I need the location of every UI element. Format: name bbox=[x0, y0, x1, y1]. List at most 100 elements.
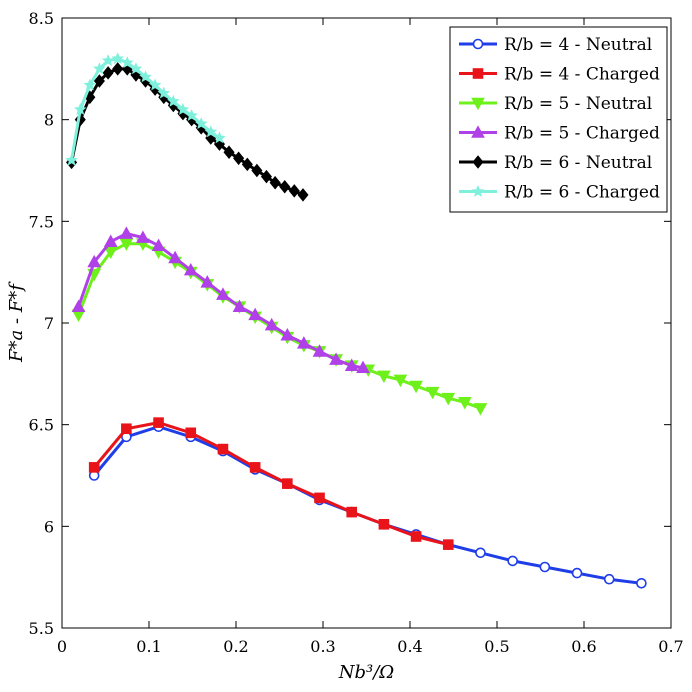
data-point bbox=[112, 62, 124, 76]
data-point bbox=[136, 230, 150, 243]
data-point bbox=[297, 336, 311, 349]
data-point bbox=[168, 250, 182, 264]
legend-label: R/b = 6 - Neutral bbox=[504, 153, 652, 173]
data-point bbox=[139, 70, 152, 83]
data-point bbox=[233, 151, 245, 166]
data-point bbox=[356, 360, 370, 374]
legend-label: R/b = 4 - Neutral bbox=[504, 35, 652, 55]
legend-swatch-marker bbox=[471, 125, 485, 138]
y-tick-label: 7 bbox=[44, 314, 54, 333]
data-point bbox=[377, 370, 391, 384]
data-point bbox=[65, 153, 78, 166]
series-2 bbox=[88, 417, 454, 550]
data-point bbox=[101, 54, 115, 67]
data-point bbox=[153, 417, 164, 428]
data-point bbox=[475, 547, 486, 559]
legend-swatch-marker bbox=[472, 38, 484, 50]
y-tick-label: 8.5 bbox=[29, 9, 54, 28]
legend: R/b = 4 - Neutral R/b = 4 - Charged R/b = … bbox=[449, 26, 668, 213]
legend-entry: R/b = 6 - Charged bbox=[459, 183, 660, 203]
y-tick-label: 8 bbox=[44, 111, 54, 130]
data-point bbox=[249, 462, 261, 473]
x-tick-label: 0.7 bbox=[658, 637, 683, 656]
y-tick-label: 7.5 bbox=[29, 212, 54, 231]
x-tick-label: 0.1 bbox=[136, 637, 161, 656]
legend-swatch-marker bbox=[471, 97, 485, 111]
x-tick-label: 0 bbox=[57, 637, 67, 656]
data-point bbox=[603, 573, 615, 585]
data-point bbox=[260, 169, 272, 184]
y-tick-label: 5.5 bbox=[29, 619, 54, 638]
data-point bbox=[151, 238, 166, 252]
legend-label: R/b = 4 - Charged bbox=[504, 65, 660, 85]
data-point bbox=[93, 62, 106, 75]
data-point bbox=[74, 102, 87, 115]
data-point bbox=[87, 254, 102, 268]
data-point bbox=[111, 52, 124, 64]
series-line bbox=[93, 421, 449, 547]
data-point bbox=[129, 62, 143, 75]
data-point bbox=[314, 492, 325, 504]
data-point bbox=[409, 380, 423, 394]
legend-swatch-marker bbox=[471, 184, 485, 197]
x-tick-label: 0.2 bbox=[223, 637, 248, 656]
data-point bbox=[473, 403, 488, 416]
data-point bbox=[183, 262, 198, 276]
data-point bbox=[312, 344, 327, 357]
series-5 bbox=[66, 62, 309, 202]
legend-label: R/b = 5 - Neutral bbox=[504, 94, 652, 114]
data-point bbox=[103, 246, 118, 259]
legend-swatch-marker bbox=[472, 68, 484, 79]
data-point bbox=[176, 102, 190, 115]
legend-entry: R/b = 5 - Charged bbox=[459, 124, 660, 144]
data-point bbox=[282, 478, 293, 489]
data-point bbox=[297, 188, 309, 202]
data-point bbox=[378, 518, 390, 530]
data-point bbox=[148, 78, 162, 91]
data-point bbox=[269, 175, 281, 190]
series-layer bbox=[65, 52, 647, 589]
axes-layer: 0 0.1 0.2 0.3 0.4 0.5 0.6 0.7 5.5 6 6.5 7 7.5 8 8.5 bbox=[29, 9, 684, 656]
data-point bbox=[288, 184, 300, 198]
data-point bbox=[241, 157, 253, 172]
data-point bbox=[539, 561, 551, 573]
data-point bbox=[103, 234, 118, 247]
data-point bbox=[71, 299, 86, 313]
data-point bbox=[425, 386, 440, 400]
x-axis-label: Nb³/Ω bbox=[338, 662, 395, 683]
data-point bbox=[457, 396, 472, 410]
data-point bbox=[157, 86, 171, 99]
legend-entry: R/b = 4 - Charged bbox=[459, 65, 660, 85]
data-point bbox=[194, 117, 208, 130]
data-point bbox=[223, 145, 235, 159]
y-tick-label: 6.5 bbox=[29, 416, 54, 435]
data-point bbox=[507, 555, 518, 567]
data-point bbox=[279, 180, 291, 194]
data-point bbox=[185, 427, 197, 439]
data-point bbox=[88, 462, 100, 473]
x-tick-label: 0.5 bbox=[484, 637, 509, 656]
data-point bbox=[636, 577, 647, 589]
data-point bbox=[121, 423, 132, 435]
data-point bbox=[280, 328, 295, 341]
data-point bbox=[120, 56, 134, 69]
data-point bbox=[119, 226, 134, 239]
data-point bbox=[185, 109, 198, 121]
data-point bbox=[167, 94, 180, 107]
data-point bbox=[93, 74, 105, 88]
legend-entry: R/b = 5 - Neutral bbox=[459, 94, 652, 114]
series-4 bbox=[71, 226, 370, 374]
data-point bbox=[442, 539, 454, 550]
data-point bbox=[264, 317, 279, 331]
data-point bbox=[83, 78, 97, 91]
legend-entry: R/b = 6 - Neutral bbox=[459, 153, 652, 173]
data-point bbox=[204, 125, 218, 138]
data-point bbox=[217, 443, 229, 455]
data-point bbox=[441, 392, 456, 406]
series-6 bbox=[65, 52, 226, 166]
data-point bbox=[200, 275, 215, 288]
y-tick-label: 6 bbox=[44, 517, 54, 536]
data-point bbox=[251, 163, 263, 178]
y-axis-label: F*a - F*f bbox=[6, 281, 27, 363]
